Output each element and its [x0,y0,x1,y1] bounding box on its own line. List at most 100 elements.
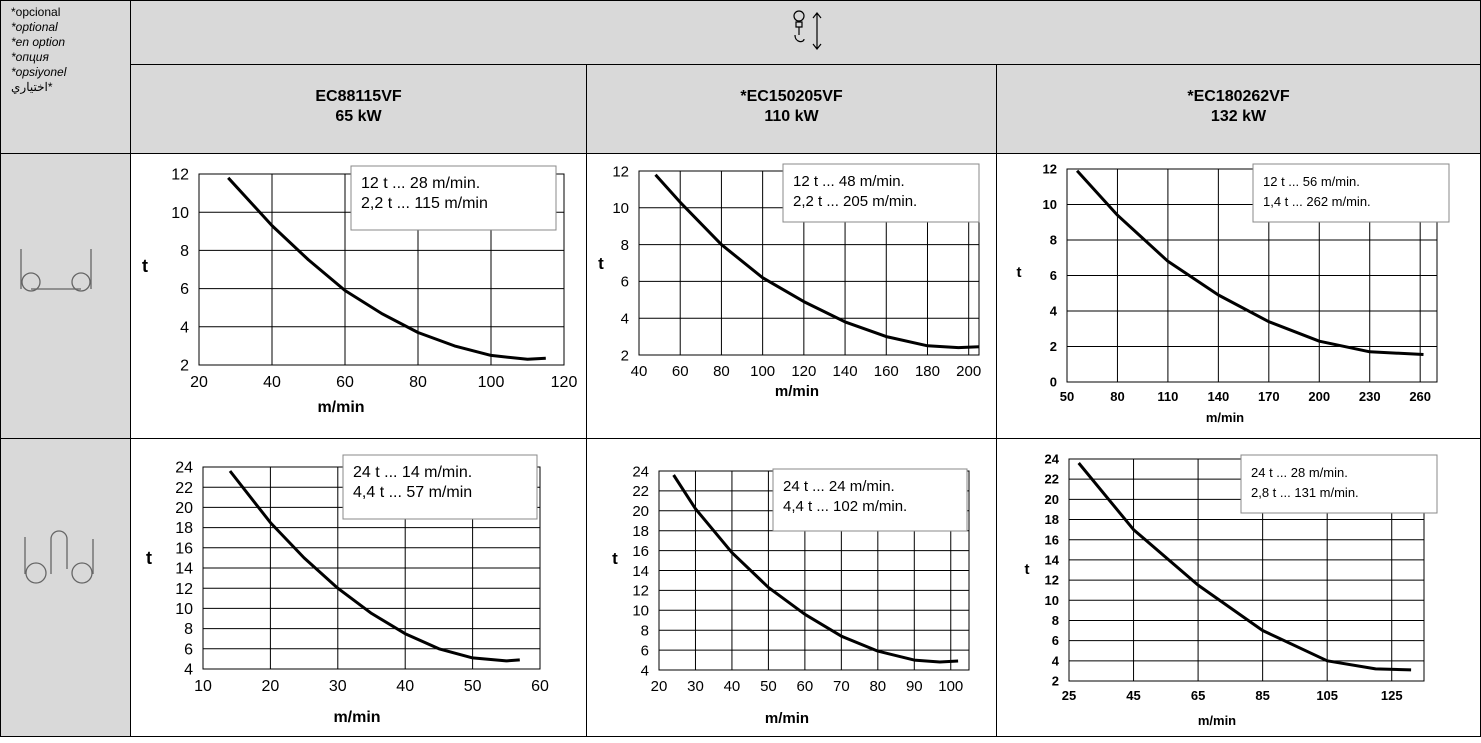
y-tick-label: 6 [641,642,649,659]
x-tick-label: 90 [906,678,923,695]
model-header-2: *EC150205VF 110 kW [586,64,997,154]
x-tick-label: 120 [791,363,816,380]
hoist-hook-icon [793,10,822,50]
load-speed-chart: 4 6 8 10 12 14 16 18 20 22 24 10 20 30 40 50 60 m/min t 24 … [146,454,549,726]
x-tick-label: 10 [194,678,212,695]
x-tick-label: 50 [760,678,777,695]
x-axis-label: m/min [1198,713,1236,728]
y-tick-label: 4 [1050,304,1058,319]
x-tick-label: 230 [1359,389,1381,404]
hoist-header [130,0,1481,65]
load-curve [1075,169,1424,356]
double-reeving-icon [24,530,94,584]
y-tick-label: 18 [175,520,193,537]
row2-icon-cell [0,438,131,737]
y-tick-label: 16 [632,543,649,560]
y-tick-label: 16 [1045,532,1059,547]
option-line-es: *opcional [11,5,61,19]
y-axis-label: t [598,254,604,273]
x-axis-label: m/min [333,709,380,726]
x-tick-label: 80 [1110,389,1124,404]
y-tick-label: 20 [1045,492,1059,507]
legend-line: 4,4 t ... 102 m/min. [783,498,907,515]
x-tick-label: 30 [329,678,347,695]
x-tick-label: 180 [915,363,940,380]
plot-frame [1066,168,1438,383]
y-tick-label: 10 [1043,197,1057,212]
y-tick-label: 8 [184,621,193,638]
x-tick-label: 100 [478,374,505,391]
x-tick-label: 100 [938,678,963,695]
y-tick-label: 0 [1050,375,1057,390]
y-tick-label: 10 [1045,593,1059,608]
x-tick-label: 20 [262,678,280,695]
model-name: *EC180262VF [1187,88,1290,105]
x-tick-label: 60 [531,678,549,695]
y-tick-label: 8 [621,237,629,254]
y-tick-label: 2 [1052,674,1059,689]
y-tick-label: 14 [1045,552,1060,567]
y-tick-label: 4 [1052,653,1060,668]
load-curve [227,176,546,361]
option-line-ar: اختياري* [11,80,53,94]
model-power: 110 kW [764,108,819,125]
y-tick-label: 8 [1050,233,1057,248]
y-tick-label: 6 [180,281,189,298]
x-tick-label: 105 [1316,688,1338,703]
legend-line: 24 t ... 28 m/min. [1251,465,1348,480]
y-tick-label: 8 [180,243,189,260]
x-axis-label: m/min [775,383,819,400]
x-axis-label: m/min [765,710,809,727]
legend-line: 4,4 t ... 57 m/min [353,484,472,501]
legend-line: 24 t ... 24 m/min. [783,478,895,495]
legend-line: 2,2 t ... 115 m/min [361,195,488,212]
y-tick-label: 8 [641,622,649,639]
x-tick-label: 85 [1255,688,1269,703]
y-tick-label: 2 [1050,339,1057,354]
legend-line: 12 t ... 48 m/min. [793,173,905,190]
y-tick-label: 12 [1043,162,1057,177]
y-tick-label: 12 [171,167,189,184]
x-tick-label: 140 [833,363,858,380]
x-tick-label: 40 [724,678,741,695]
y-tick-label: 10 [632,603,649,620]
x-tick-label: 80 [713,363,730,380]
x-tick-label: 25 [1062,688,1076,703]
x-axis-label: m/min [1206,410,1244,425]
y-tick-label: 12 [1045,573,1059,588]
model-header-3: *EC180262VF 132 kW [996,64,1481,154]
y-tick-label: 22 [632,483,649,500]
y-tick-label: 22 [175,480,193,497]
y-tick-label: 18 [1045,512,1059,527]
y-tick-label: 14 [632,563,649,580]
x-tick-label: 100 [750,363,775,380]
y-tick-label: 6 [1052,633,1059,648]
load-speed-chart: 2 4 6 8 10 12 40 60 80 100 120 140 160 180 200 m/min t 12… [598,163,981,400]
y-tick-label: 20 [632,503,649,520]
x-tick-label: 40 [263,374,281,391]
chart-cell-r2c3: 2 4 6 8 10 12 14 16 18 20 22 24 25 45 65 85 105 125 m/min t… [996,438,1481,737]
x-tick-label: 30 [687,678,704,695]
option-line-ru: *опция [11,50,49,64]
load-speed-chart: 4 6 8 10 12 14 16 18 20 22 24 20 30 40 50 60 70 80 90 100 m/… [612,463,970,727]
x-tick-label: 45 [1126,688,1140,703]
x-tick-label: 40 [631,363,648,380]
x-tick-label: 20 [651,678,668,695]
x-tick-label: 110 [1157,389,1178,404]
y-tick-label: 2 [621,347,629,364]
x-tick-label: 50 [1060,389,1074,404]
chart-cell-r1c3: 0 2 4 6 8 10 12 50 80 110 140 170 200 230 260 m/min t 12 … [996,153,1481,439]
model-header-1: EC88115VF 65 kW [130,64,587,154]
option-line-tr: *opsiyonel [11,65,67,79]
x-tick-label: 20 [190,374,208,391]
y-tick-label: 16 [175,540,193,557]
x-tick-label: 170 [1258,389,1280,404]
legend-line: 2,8 t ... 131 m/min. [1251,485,1359,500]
model-power: 132 kW [1210,108,1267,125]
y-axis-label: t [1025,561,1030,578]
y-tick-label: 12 [632,583,649,600]
y-tick-label: 24 [175,460,193,477]
legend-line: 12 t ... 56 m/min. [1263,174,1360,189]
y-tick-label: 6 [621,274,629,291]
